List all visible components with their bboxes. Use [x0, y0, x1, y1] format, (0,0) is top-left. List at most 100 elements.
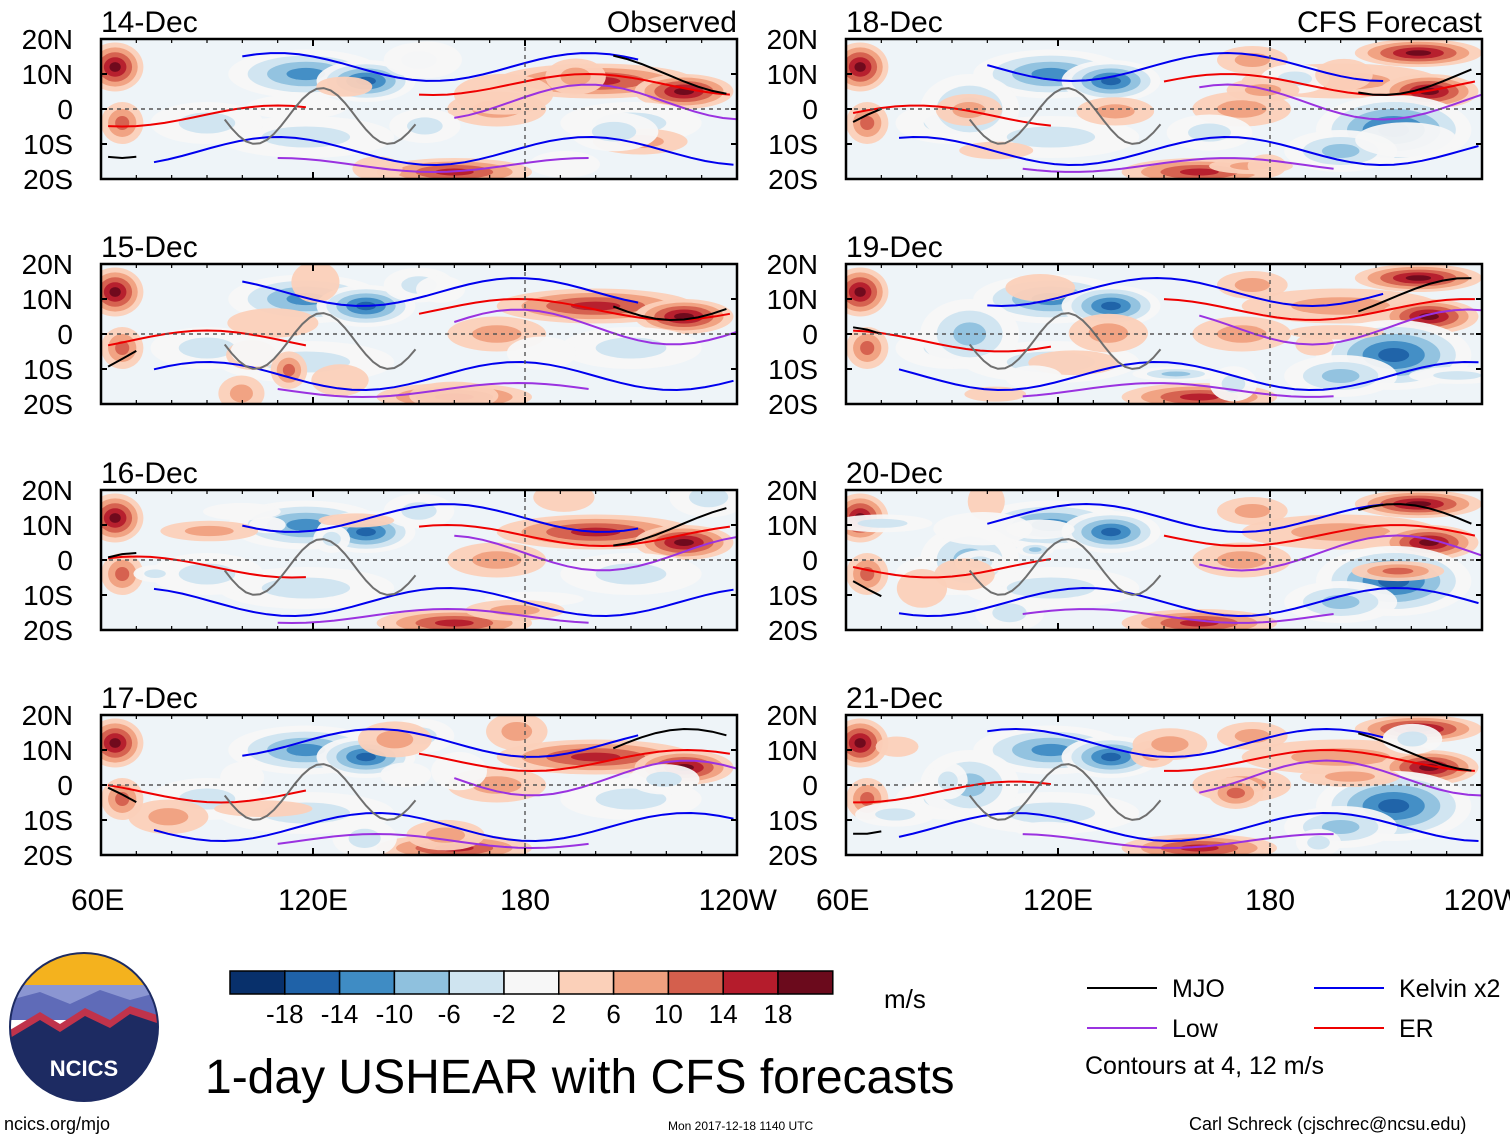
shear-blob: [391, 41, 462, 79]
low-contour: [277, 607, 589, 625]
colorbar-tick-label: 2: [552, 999, 566, 1029]
shear-blob: [1095, 104, 1135, 119]
er-contour: [1163, 298, 1475, 321]
y-tick-label: 20N: [22, 249, 73, 280]
er-contour: [852, 104, 1052, 127]
shear-blob: [109, 62, 121, 72]
shear-blob: [857, 518, 908, 528]
y-tick-label: 0: [802, 545, 818, 576]
shear-blob: [431, 751, 487, 791]
shear-blob: [1405, 275, 1432, 281]
y-tick-label: 10S: [768, 805, 818, 836]
colorbar-tick-label: -2: [492, 999, 515, 1029]
er-contour: [107, 329, 307, 347]
shear-blob: [1006, 802, 1096, 824]
y-tick-label: 10S: [23, 580, 73, 611]
shear-blob: [178, 337, 236, 359]
kelvin-contour: [898, 811, 1479, 843]
shear-blob: [560, 67, 591, 86]
shear-blob: [286, 743, 326, 757]
panel-date: 18-Dec: [846, 6, 943, 39]
shear-blob: [261, 577, 351, 599]
panel-date: 21-Dec: [846, 682, 943, 715]
shear-blob: [286, 67, 326, 81]
shear-blob: [311, 364, 369, 397]
y-tick-label: 20N: [767, 24, 818, 55]
colorbar-swatch: [667, 970, 724, 995]
shear-blob: [1005, 274, 1076, 302]
colorbar-tick-label: -6: [438, 999, 461, 1029]
shear-blob: [674, 539, 694, 546]
colorbar-swatch: [558, 970, 615, 995]
shear-blob: [291, 264, 340, 303]
colorbar-swatch: [503, 970, 560, 995]
y-tick-label: 20S: [23, 389, 73, 420]
y-tick-label: 20N: [767, 700, 818, 731]
panel-date: 20-Dec: [846, 457, 943, 490]
er-contour: [1164, 749, 1475, 772]
shear-blob: [1006, 519, 1075, 540]
panel-date: 14-Dec: [101, 6, 198, 39]
shear-blob: [688, 490, 729, 508]
er-contour: [853, 780, 1052, 804]
shear-blob: [875, 736, 919, 757]
mjo-contour: [107, 350, 137, 368]
shear-blob: [1382, 567, 1414, 575]
panel-18-Dec: 20N 10N 0 10S 20S 18-Dec: [767, 6, 1484, 195]
shear-blob: [227, 308, 319, 338]
er-contour: [108, 555, 306, 579]
colorbar-tick-label: -14: [321, 999, 359, 1029]
shear-blob: [595, 337, 667, 359]
shear-blob: [409, 381, 499, 404]
shear-blob: [992, 603, 1027, 623]
y-tick-label: 10N: [22, 59, 73, 90]
mjo-contour: [852, 580, 882, 598]
x-tick-label: 180: [1245, 884, 1295, 917]
coastline: [223, 87, 417, 145]
coastline: [223, 538, 417, 596]
mjo-contour: [613, 54, 727, 95]
shear-blob: [854, 62, 866, 72]
low-contour: [453, 308, 737, 346]
shear-field: [846, 715, 1482, 855]
shear-blob: [1006, 577, 1096, 599]
er-contour: [852, 558, 1052, 579]
y-tick-label: 10N: [767, 284, 818, 315]
shear-blob: [854, 287, 866, 297]
shear-blob: [1247, 154, 1287, 178]
mjo-contour: [108, 155, 137, 160]
site-link[interactable]: ncics.org/mjo: [4, 1114, 111, 1134]
shear-blob: [286, 518, 326, 532]
timestamp: Mon 2017-12-18 1140 UTC: [668, 1119, 814, 1133]
y-tick-label: 0: [57, 319, 73, 350]
mjo-contour: [853, 830, 882, 835]
shear-blob: [1005, 365, 1063, 390]
kelvin-contour: [987, 276, 1384, 308]
kelvin-contour: [153, 811, 734, 843]
low-contour: [277, 157, 589, 174]
shear-blob: [854, 738, 866, 748]
shear-blob: [380, 762, 432, 788]
y-tick-label: 20N: [22, 475, 73, 506]
shear-blob: [1288, 325, 1384, 340]
coastline: [223, 312, 417, 370]
er-contour: [1163, 524, 1476, 547]
er-contour: [418, 72, 730, 97]
shear-blob: [860, 341, 875, 355]
colorbar-swatch: [338, 970, 396, 995]
er-contour: [418, 523, 731, 548]
shear-blob: [115, 116, 130, 130]
shear-blob: [570, 752, 621, 762]
shear-blob: [1234, 504, 1271, 518]
shear-blob: [529, 150, 601, 178]
svg-text:Low: Low: [1172, 1015, 1219, 1043]
y-tick-label: 20S: [768, 164, 818, 195]
er-contour: [418, 748, 731, 773]
panel-16-Dec: 20N 10N 0 10S 20S 16-Dec: [22, 457, 739, 646]
x-tick-label: 120W: [699, 884, 778, 917]
colorbar-swatch: [393, 970, 450, 995]
shear-blob: [220, 761, 265, 793]
er-contour: [107, 784, 307, 804]
legend-item-kelvin-x2: Kelvin x2: [1314, 975, 1500, 1003]
er-contour: [108, 104, 306, 128]
